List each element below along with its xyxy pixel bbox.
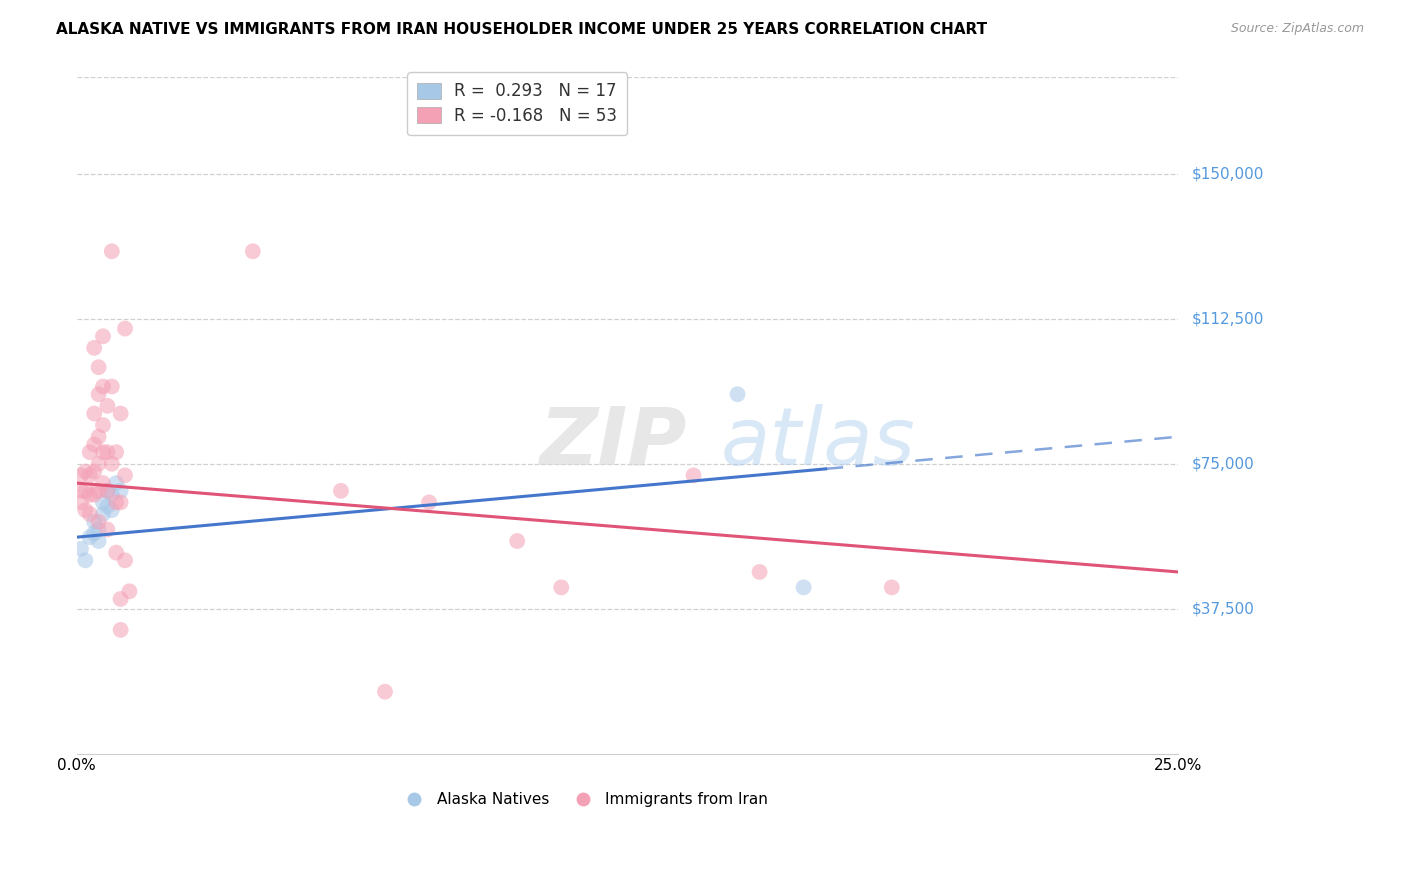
Point — [506, 534, 529, 549]
Text: $37,500: $37,500 — [1192, 601, 1256, 616]
Text: $150,000: $150,000 — [1192, 167, 1264, 182]
Point — [793, 581, 815, 595]
Point — [87, 430, 110, 444]
Point — [880, 581, 903, 595]
Point — [87, 515, 110, 529]
Point — [75, 483, 97, 498]
Point — [91, 418, 114, 433]
Point — [105, 445, 128, 459]
Point — [748, 565, 770, 579]
Point — [96, 483, 118, 498]
Point — [91, 495, 114, 509]
Point — [96, 500, 118, 514]
Point — [70, 468, 93, 483]
Point — [70, 483, 93, 498]
Point — [101, 244, 124, 259]
Point — [374, 684, 396, 698]
Point — [727, 387, 749, 401]
Point — [101, 488, 124, 502]
Point — [87, 387, 110, 401]
Point — [83, 488, 105, 502]
Point — [87, 360, 110, 375]
Text: ZIP: ZIP — [540, 403, 686, 482]
Point — [105, 495, 128, 509]
Point — [87, 534, 110, 549]
Point — [70, 541, 93, 556]
Point — [96, 523, 118, 537]
Point — [91, 476, 114, 491]
Legend: Alaska Natives, Immigrants from Iran: Alaska Natives, Immigrants from Iran — [392, 786, 775, 814]
Point — [79, 507, 101, 521]
Point — [79, 530, 101, 544]
Point — [329, 483, 352, 498]
Point — [114, 553, 136, 567]
Point — [114, 321, 136, 335]
Text: ALASKA NATIVE VS IMMIGRANTS FROM IRAN HOUSEHOLDER INCOME UNDER 25 YEARS CORRELAT: ALASKA NATIVE VS IMMIGRANTS FROM IRAN HO… — [56, 22, 987, 37]
Point — [79, 468, 101, 483]
Text: atlas: atlas — [721, 403, 915, 482]
Point — [83, 407, 105, 421]
Point — [110, 483, 132, 498]
Point — [118, 584, 141, 599]
Point — [83, 526, 105, 541]
Point — [83, 341, 105, 355]
Text: $112,500: $112,500 — [1192, 311, 1264, 326]
Text: Source: ZipAtlas.com: Source: ZipAtlas.com — [1230, 22, 1364, 36]
Point — [83, 437, 105, 451]
Point — [91, 329, 114, 343]
Point — [682, 468, 704, 483]
Point — [110, 495, 132, 509]
Point — [75, 465, 97, 479]
Point — [550, 581, 572, 595]
Point — [96, 399, 118, 413]
Point — [91, 445, 114, 459]
Point — [75, 503, 97, 517]
Point — [101, 503, 124, 517]
Point — [105, 546, 128, 560]
Point — [91, 379, 114, 393]
Point — [101, 379, 124, 393]
Point — [87, 523, 110, 537]
Point — [83, 465, 105, 479]
Point — [418, 495, 440, 509]
Point — [96, 445, 118, 459]
Point — [83, 515, 105, 529]
Point — [110, 623, 132, 637]
Point — [96, 483, 118, 498]
Point — [70, 495, 93, 509]
Text: $75,000: $75,000 — [1192, 457, 1254, 471]
Point — [110, 592, 132, 607]
Point — [87, 457, 110, 471]
Point — [87, 483, 110, 498]
Point — [101, 457, 124, 471]
Point — [91, 507, 114, 521]
Point — [105, 476, 128, 491]
Point — [114, 468, 136, 483]
Point — [110, 407, 132, 421]
Point — [79, 488, 101, 502]
Point — [242, 244, 264, 259]
Point — [75, 553, 97, 567]
Point — [79, 445, 101, 459]
